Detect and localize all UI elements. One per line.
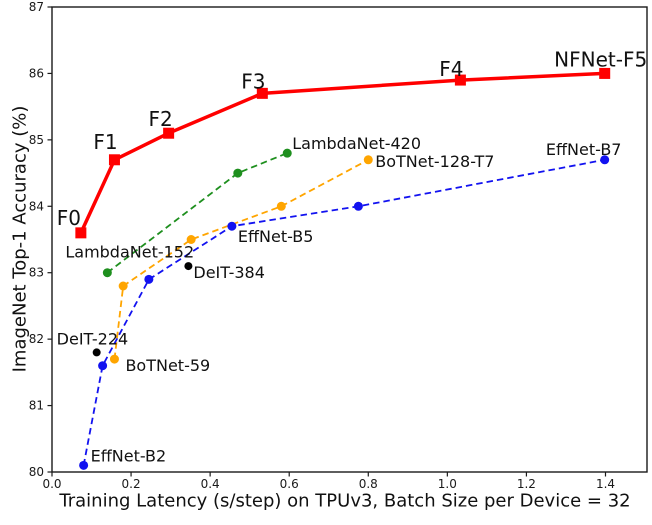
point-label-F0: F0 — [57, 206, 81, 230]
data-point-marker — [75, 227, 87, 239]
point-label-BoTNet-128-T7: BoTNet-128-T7 — [375, 152, 494, 171]
y-tick-label: 87 — [29, 0, 44, 14]
y-tick-label: 82 — [29, 332, 44, 346]
data-point-marker — [163, 127, 175, 139]
series-line — [113, 159, 369, 360]
data-point-marker — [256, 87, 268, 99]
y-tick-label: 86 — [29, 66, 44, 80]
point-label-EffNet-B7: EffNet-B7 — [546, 140, 622, 159]
data-point-marker — [353, 201, 363, 211]
x-tick-label: 0.0 — [42, 477, 61, 491]
data-point-marker — [186, 235, 196, 244]
data-point-marker — [98, 361, 108, 371]
point-label-F1: F1 — [93, 130, 117, 154]
x-tick-label: 0.6 — [280, 477, 299, 491]
data-point-marker — [79, 460, 89, 470]
data-point-marker — [92, 348, 101, 357]
point-label-EffNet-B5: EffNet-B5 — [238, 227, 314, 246]
data-point-marker — [184, 262, 193, 271]
y-tick-label: 84 — [29, 199, 44, 213]
point-label-DeIT-384: DeIT-384 — [193, 263, 265, 282]
x-tick-label: 1.2 — [517, 477, 536, 491]
data-point-marker — [454, 74, 466, 86]
y-tick-label: 81 — [29, 399, 44, 413]
data-point-marker — [109, 354, 119, 364]
x-axis-title: Training Latency (s/step) on TPUv3, Batc… — [59, 490, 631, 512]
data-point-marker — [276, 201, 286, 211]
data-point-marker — [599, 67, 611, 79]
point-label-F4: F4 — [439, 57, 463, 81]
series-LambdaNet — [102, 148, 292, 278]
data-point-marker — [363, 155, 373, 165]
data-point-marker — [144, 274, 154, 284]
x-tick-label: 1.4 — [596, 477, 615, 491]
series-line — [79, 71, 605, 234]
series-BoTNet — [109, 155, 373, 364]
point-label-F3: F3 — [241, 69, 265, 93]
y-tick-label: 80 — [29, 465, 44, 479]
point-label-NFNet-F5: NFNet-F5 — [554, 47, 647, 71]
data-point-marker — [118, 281, 128, 291]
point-label-LambdaNet-420: LambdaNet-420 — [292, 134, 421, 153]
data-point-marker — [233, 168, 243, 178]
data-point-marker — [600, 155, 610, 165]
data-point-marker — [227, 221, 237, 231]
series-line — [82, 158, 605, 466]
data-point-marker — [108, 154, 120, 166]
point-label-BoTNet-59: BoTNet-59 — [125, 356, 210, 375]
series-NFNet — [75, 67, 611, 239]
point-label-LambdaNet-152: LambdaNet-152 — [65, 243, 194, 262]
series-DeIT — [92, 262, 193, 357]
x-axis-ticks: 0.0 0.2 0.4 0.6 0.8 1.0 1.2 1.4 — [42, 472, 615, 491]
plot-border — [51, 6, 648, 473]
x-tick-label: 0.2 — [122, 477, 141, 491]
data-point-marker — [282, 148, 292, 158]
data-point-marker — [102, 268, 112, 278]
series-EffNet — [79, 155, 610, 470]
y-tick-label: 85 — [29, 133, 44, 147]
x-tick-label: 0.4 — [201, 477, 220, 491]
point-label-DeIT-224: DeIT-224 — [57, 329, 129, 348]
x-tick-label: 1.0 — [438, 477, 457, 491]
series-line — [106, 152, 288, 274]
point-label-EffNet-B2: EffNet-B2 — [91, 446, 167, 465]
x-tick-label: 0.8 — [359, 477, 378, 491]
y-axis-ticks: 80 81 82 83 84 85 86 87 — [29, 0, 52, 479]
y-axis-title: ImageNet Top-1 Accuracy (%) — [9, 105, 31, 373]
point-label-F2: F2 — [149, 107, 173, 131]
y-tick-label: 83 — [29, 266, 44, 280]
